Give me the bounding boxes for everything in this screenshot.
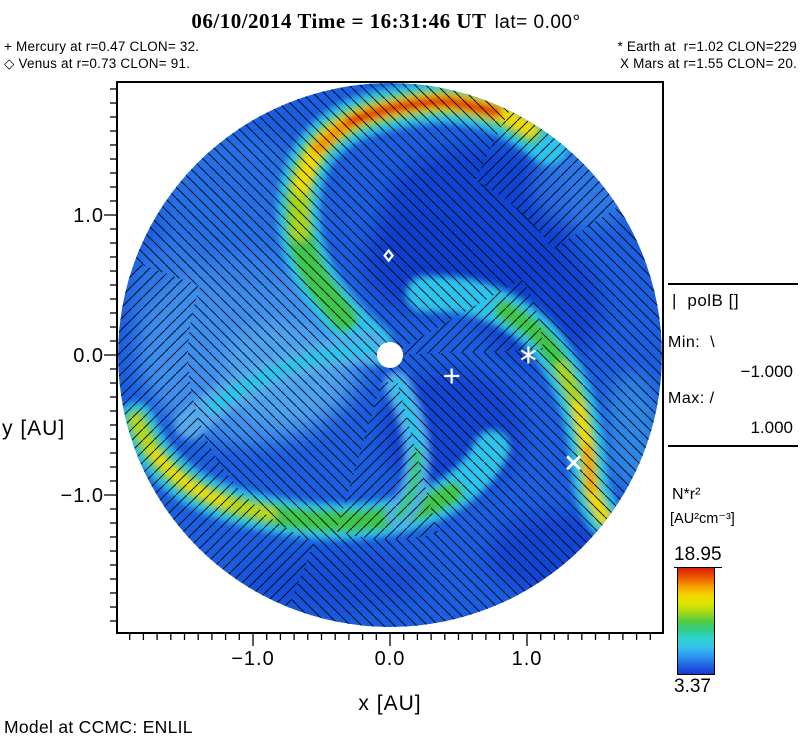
- axes-frame: −1.0 0.0 1.0 −1.0 0.0 1.0: [61, 81, 664, 670]
- polb-panel-title: | polB []: [672, 291, 740, 310]
- title-latitude: lat= 0.00°: [494, 12, 581, 33]
- title-datetime: 06/10/2014 Time = 16:31:46 UT: [191, 9, 487, 33]
- y-tick-label: −1.0: [61, 485, 104, 507]
- legend-earth: * Earth at r=1.02 CLON=229: [617, 39, 797, 54]
- x-axis-label: x [AU]: [358, 692, 422, 715]
- legend-mercury: + Mercury at r=0.47 CLON= 32.: [4, 39, 200, 54]
- polb-panel-bottom-rule: [668, 445, 798, 447]
- polb-panel-top-rule: [668, 283, 798, 285]
- x-tick-label: −1.0: [231, 648, 274, 670]
- polb-max-value: 1.000: [750, 418, 793, 437]
- y-axis-label: y [AU]: [2, 417, 66, 440]
- colorbar: [677, 567, 715, 675]
- polb-min-label: Min: \: [668, 334, 716, 351]
- polb-min-value: −1.000: [740, 362, 793, 381]
- venus-symbol: [383, 248, 395, 263]
- x-tick-label: 0.0: [375, 648, 406, 670]
- sun-disk: [377, 342, 403, 368]
- colorbar-quantity-label: N*r²: [672, 486, 701, 503]
- legend-mars: X Mars at r=1.55 CLON= 20.: [619, 56, 797, 71]
- polarity-hatching: [118, 83, 662, 627]
- mars-symbol: [566, 455, 582, 471]
- earth-symbol: [520, 346, 536, 364]
- sun-marker: [377, 342, 403, 368]
- y-tick-label: 0.0: [73, 345, 104, 367]
- y-tick-label: 1.0: [73, 205, 104, 227]
- planet-symbols: [383, 248, 582, 471]
- colorbar-max-value: 18.95: [674, 544, 722, 568]
- polb-max-label: Max: /: [668, 390, 715, 407]
- colorbar-min-value: 3.37: [674, 676, 711, 697]
- legend-venus: ◇ Venus at r=0.73 CLON= 91.: [4, 56, 191, 71]
- mercury-symbol: [444, 368, 460, 384]
- page-title: 06/10/2014 Time = 16:31:46 UT lat= 0.00°: [0, 9, 772, 34]
- x-tick-label: 1.0: [512, 648, 543, 670]
- model-credit: Model at CCMC: ENLIL: [4, 717, 193, 737]
- colorbar-units-label: [AU²cm⁻³]: [670, 511, 735, 527]
